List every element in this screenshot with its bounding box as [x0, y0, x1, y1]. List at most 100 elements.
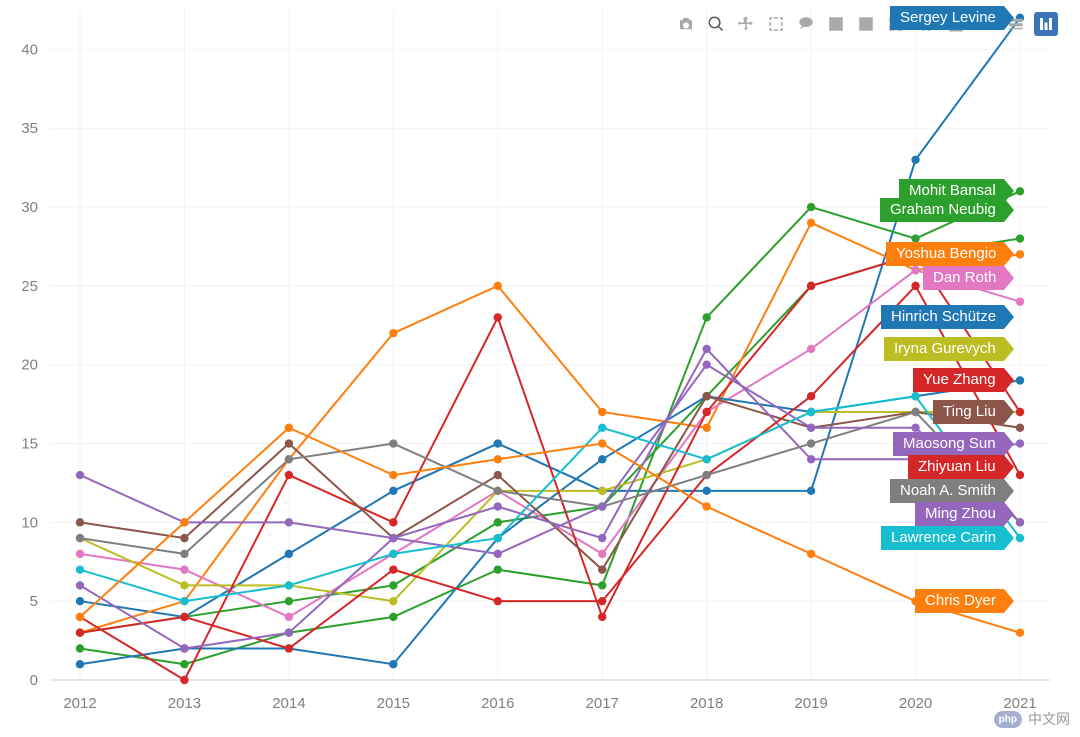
- data-point[interactable]: [285, 629, 293, 637]
- data-point[interactable]: [389, 565, 397, 573]
- data-point[interactable]: [389, 613, 397, 621]
- data-point[interactable]: [807, 424, 815, 432]
- series-label[interactable]: Sergey Levine: [890, 6, 1004, 30]
- data-point[interactable]: [180, 565, 188, 573]
- data-point[interactable]: [76, 629, 84, 637]
- data-point[interactable]: [285, 518, 293, 526]
- data-point[interactable]: [911, 282, 919, 290]
- data-point[interactable]: [285, 550, 293, 558]
- data-point[interactable]: [807, 345, 815, 353]
- data-point[interactable]: [807, 487, 815, 495]
- data-point[interactable]: [911, 408, 919, 416]
- data-point[interactable]: [76, 660, 84, 668]
- data-point[interactable]: [702, 455, 710, 463]
- data-point[interactable]: [598, 581, 606, 589]
- series-label[interactable]: Maosong Sun: [893, 432, 1004, 456]
- zoom-icon[interactable]: [704, 12, 728, 36]
- series-label[interactable]: Yue Zhang: [913, 368, 1004, 392]
- data-point[interactable]: [598, 487, 606, 495]
- data-point[interactable]: [180, 644, 188, 652]
- data-point[interactable]: [76, 565, 84, 573]
- data-point[interactable]: [911, 266, 919, 274]
- series-label[interactable]: Chris Dyer: [915, 589, 1004, 613]
- data-point[interactable]: [702, 392, 710, 400]
- data-point[interactable]: [180, 518, 188, 526]
- data-point[interactable]: [285, 581, 293, 589]
- data-point[interactable]: [389, 660, 397, 668]
- series-label[interactable]: Ming Zhou: [915, 502, 1004, 526]
- data-point[interactable]: [494, 439, 502, 447]
- data-point[interactable]: [180, 581, 188, 589]
- data-point[interactable]: [1016, 471, 1024, 479]
- data-point[interactable]: [598, 565, 606, 573]
- data-point[interactable]: [702, 361, 710, 369]
- series-label[interactable]: Hinrich Schütze: [881, 305, 1004, 329]
- data-point[interactable]: [76, 581, 84, 589]
- data-point[interactable]: [807, 550, 815, 558]
- data-point[interactable]: [1016, 376, 1024, 384]
- data-point[interactable]: [389, 550, 397, 558]
- data-point[interactable]: [389, 534, 397, 542]
- series-label[interactable]: Yoshua Bengio: [886, 242, 1004, 266]
- data-point[interactable]: [598, 424, 606, 432]
- zoom-out-icon[interactable]: [854, 12, 878, 36]
- data-point[interactable]: [389, 597, 397, 605]
- data-point[interactable]: [1016, 250, 1024, 258]
- data-point[interactable]: [1016, 187, 1024, 195]
- data-point[interactable]: [285, 424, 293, 432]
- data-point[interactable]: [389, 439, 397, 447]
- data-point[interactable]: [702, 345, 710, 353]
- data-point[interactable]: [807, 408, 815, 416]
- data-point[interactable]: [1016, 408, 1024, 416]
- data-point[interactable]: [76, 597, 84, 605]
- data-point[interactable]: [389, 518, 397, 526]
- box-select-icon[interactable]: [764, 12, 788, 36]
- data-point[interactable]: [494, 282, 502, 290]
- data-point[interactable]: [285, 597, 293, 605]
- series-label[interactable]: Dan Roth: [923, 266, 1004, 290]
- data-point[interactable]: [807, 203, 815, 211]
- data-point[interactable]: [807, 219, 815, 227]
- plotly-logo-icon[interactable]: [1034, 12, 1058, 36]
- data-point[interactable]: [1016, 297, 1024, 305]
- data-point[interactable]: [1016, 629, 1024, 637]
- data-point[interactable]: [180, 660, 188, 668]
- data-point[interactable]: [1016, 424, 1024, 432]
- pan-icon[interactable]: [734, 12, 758, 36]
- data-point[interactable]: [807, 392, 815, 400]
- data-point[interactable]: [494, 518, 502, 526]
- data-point[interactable]: [702, 487, 710, 495]
- data-point[interactable]: [494, 502, 502, 510]
- data-point[interactable]: [285, 471, 293, 479]
- data-point[interactable]: [494, 550, 502, 558]
- data-point[interactable]: [598, 408, 606, 416]
- data-point[interactable]: [180, 597, 188, 605]
- series-label[interactable]: Iryna Gurevych: [884, 337, 1004, 361]
- data-point[interactable]: [76, 534, 84, 542]
- data-point[interactable]: [598, 502, 606, 510]
- series-label[interactable]: Ting Liu: [933, 400, 1004, 424]
- data-point[interactable]: [911, 392, 919, 400]
- data-point[interactable]: [702, 471, 710, 479]
- series-label[interactable]: Zhiyuan Liu: [908, 455, 1004, 479]
- data-point[interactable]: [180, 550, 188, 558]
- data-point[interactable]: [807, 282, 815, 290]
- data-point[interactable]: [285, 455, 293, 463]
- data-point[interactable]: [285, 613, 293, 621]
- data-point[interactable]: [1016, 534, 1024, 542]
- data-point[interactable]: [911, 156, 919, 164]
- series-label[interactable]: Graham Neubig: [880, 198, 1004, 222]
- zoom-in-icon[interactable]: [824, 12, 848, 36]
- series-label[interactable]: Lawrence Carin: [881, 526, 1004, 550]
- data-point[interactable]: [389, 329, 397, 337]
- data-point[interactable]: [389, 471, 397, 479]
- data-point[interactable]: [1016, 439, 1024, 447]
- data-point[interactable]: [494, 597, 502, 605]
- data-point[interactable]: [285, 439, 293, 447]
- data-point[interactable]: [494, 471, 502, 479]
- data-point[interactable]: [807, 455, 815, 463]
- data-point[interactable]: [389, 487, 397, 495]
- lasso-icon[interactable]: [794, 12, 818, 36]
- data-point[interactable]: [180, 613, 188, 621]
- data-point[interactable]: [494, 455, 502, 463]
